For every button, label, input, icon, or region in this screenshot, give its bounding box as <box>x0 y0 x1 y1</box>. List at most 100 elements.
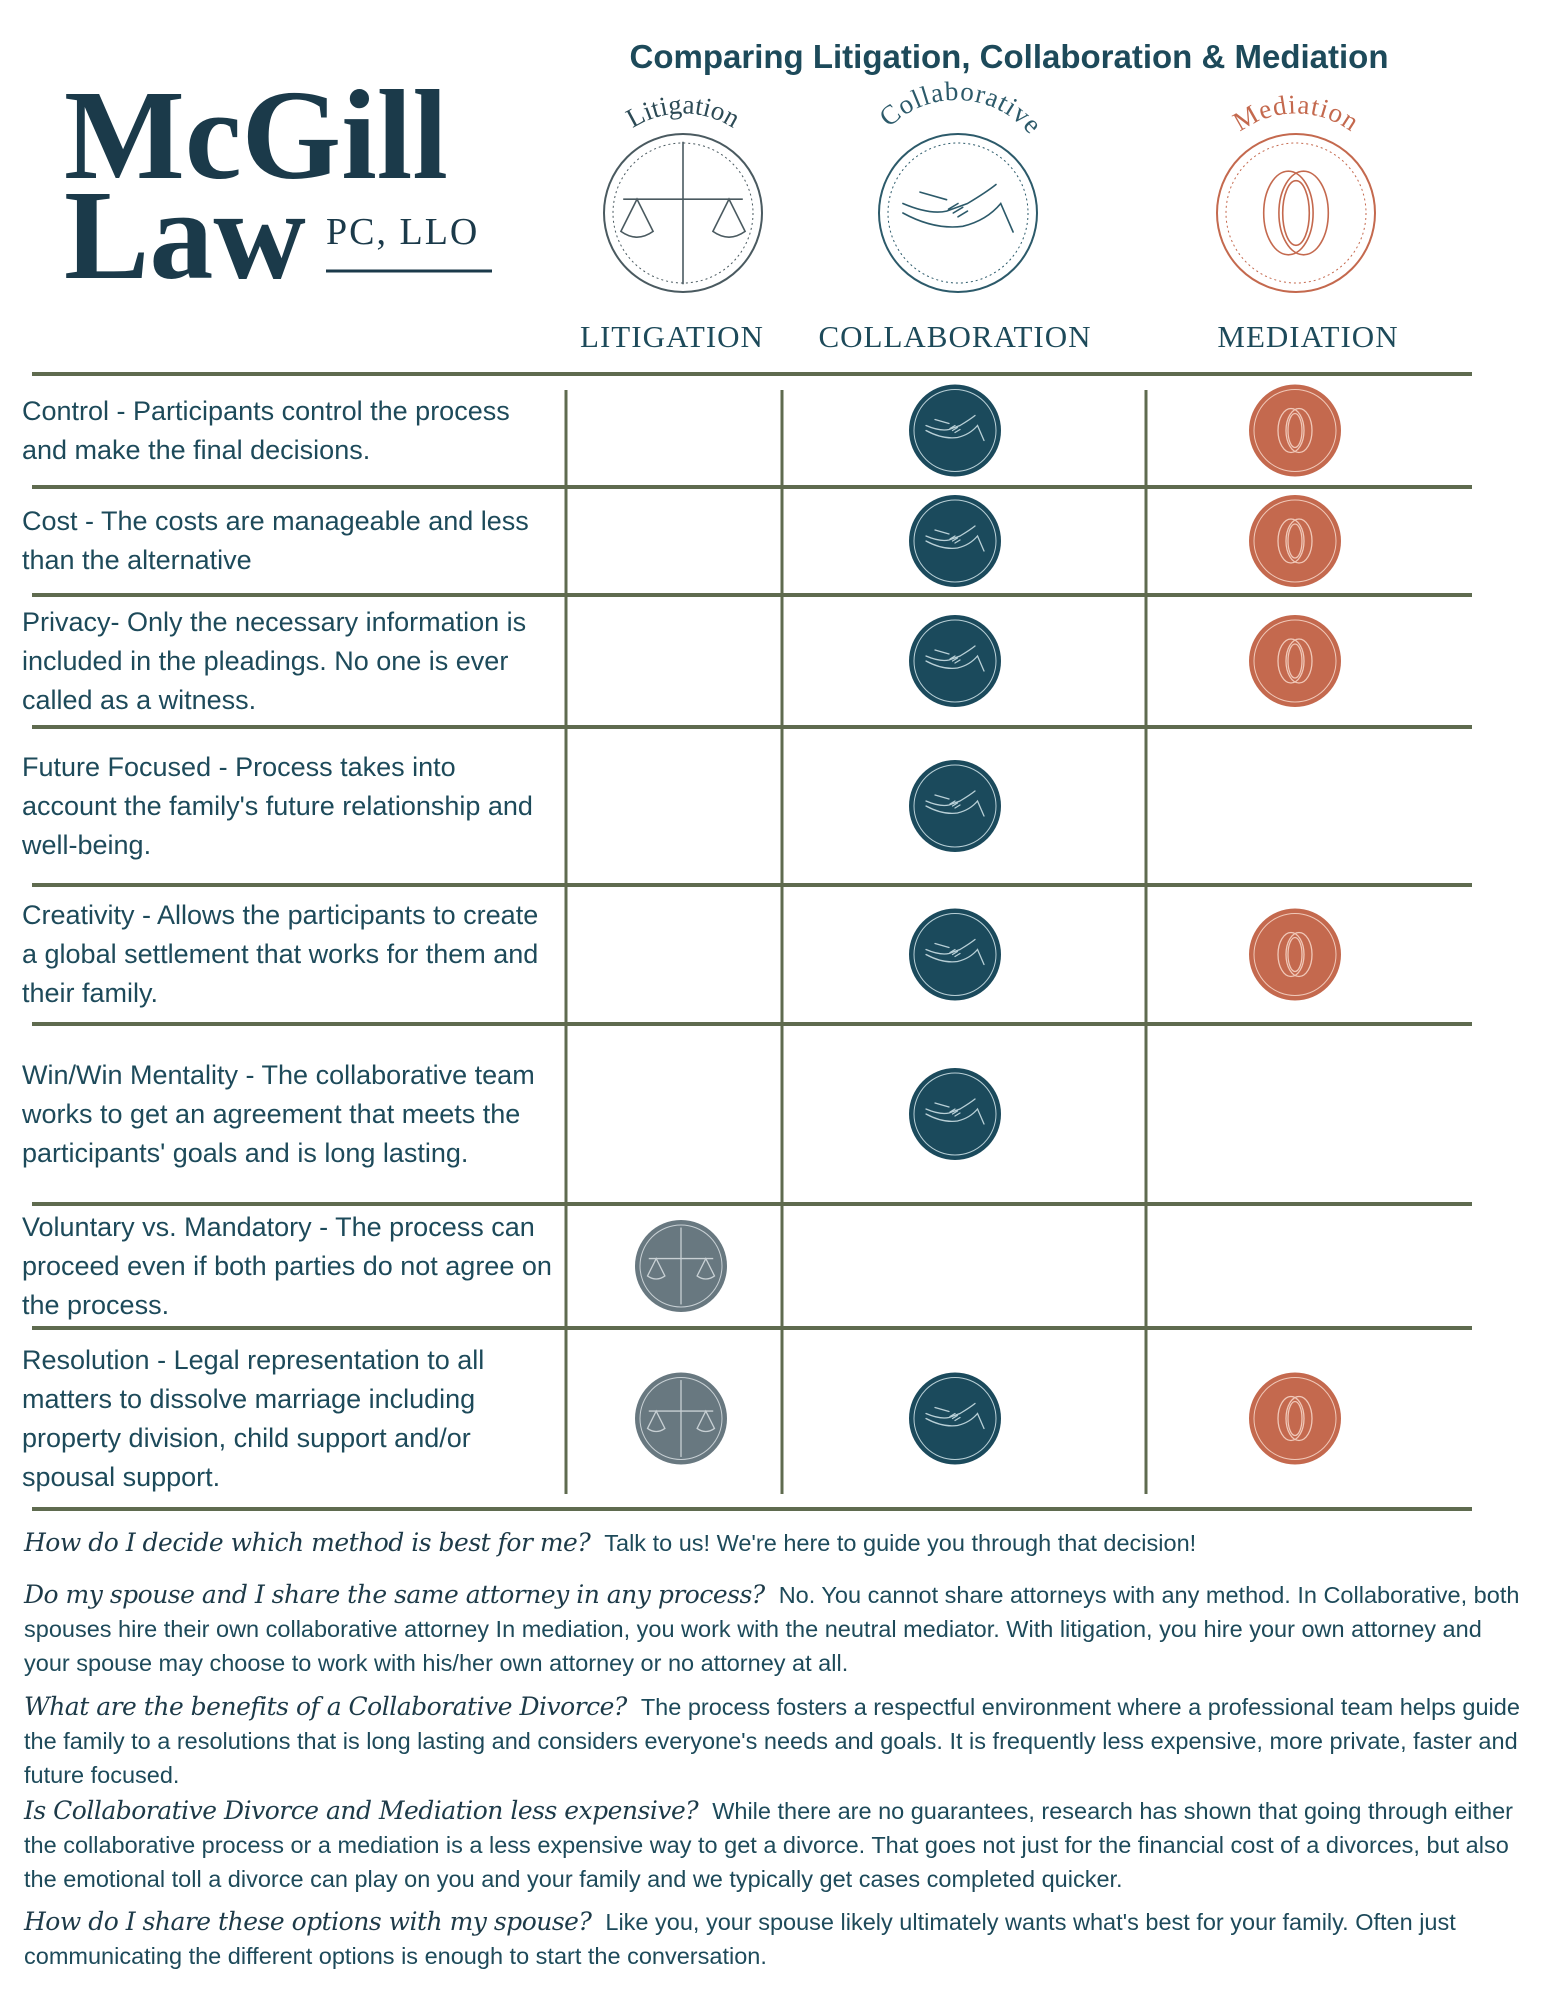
icon-ring <box>913 913 997 996</box>
icon-disc <box>909 1068 1001 1160</box>
hand <box>925 1402 985 1430</box>
logo-ring <box>1216 133 1376 293</box>
hand <box>925 645 985 672</box>
logo-ring-inner <box>1225 142 1367 284</box>
icon-disc <box>909 908 1001 1001</box>
icon-disc <box>1249 384 1341 477</box>
brand-line2: Law <box>64 164 306 306</box>
logo-ring-inner <box>612 142 754 284</box>
column-header: MEDIATION <box>1217 319 1398 354</box>
hand <box>925 525 985 552</box>
faq-question: Do my spouse and I share the same attorn… <box>24 1580 765 1609</box>
ring <box>1277 1395 1305 1442</box>
column-header: LITIGATION <box>580 319 764 354</box>
scale-pan <box>619 197 655 238</box>
check-icon <box>1249 908 1341 1001</box>
scale-pan <box>711 197 747 238</box>
check-icon <box>1249 495 1341 587</box>
logo <box>603 133 763 293</box>
icon-ring <box>1253 389 1337 472</box>
check-icon <box>1249 1372 1341 1465</box>
icon-ring <box>1253 619 1337 703</box>
ring <box>1285 638 1313 684</box>
row-label: Win/Win Mentality - The collaborative te… <box>22 1059 535 1168</box>
ring <box>1277 931 1305 978</box>
icon-ring <box>639 1377 723 1460</box>
ring <box>1278 170 1330 256</box>
row-label: Cost - The costs are manageable and less… <box>22 506 529 575</box>
hand <box>925 790 985 817</box>
ring <box>1287 936 1303 973</box>
row-label: Creativity - Allows the participants to … <box>22 900 539 1008</box>
faq-answer: While there are no guarantees, research … <box>24 1798 1513 1892</box>
faq-item: Do my spouse and I share the same attorn… <box>24 1578 1524 1680</box>
faq-answer: No. You cannot share attorneys with any … <box>24 1582 1520 1676</box>
logo-label: Mediation <box>1228 89 1364 137</box>
ring <box>1285 518 1313 564</box>
ring <box>1287 643 1303 679</box>
icon-disc <box>1249 908 1341 1001</box>
icon-disc <box>909 615 1001 707</box>
ring <box>1287 1400 1303 1437</box>
check-icon <box>909 1068 1001 1160</box>
scale-pan <box>696 1409 716 1433</box>
ring <box>1277 518 1305 564</box>
ring <box>1287 412 1303 449</box>
icon-ring <box>913 619 997 703</box>
brand: McGill <box>64 64 448 206</box>
check-icon <box>909 615 1001 707</box>
icon-disc <box>909 760 1001 852</box>
logo-label: Mediation <box>1228 89 1365 137</box>
row-label: Privacy- Only the necessary information … <box>22 606 527 715</box>
logo-label: Litigation <box>621 89 745 133</box>
icon-ring <box>1253 913 1337 996</box>
logo-ring <box>878 133 1038 293</box>
hand <box>925 414 985 442</box>
check-icon <box>1249 384 1341 477</box>
column-header: COLLABORATION <box>818 319 1091 354</box>
check-icon <box>909 384 1001 477</box>
icon-ring <box>913 389 997 472</box>
faq-item: What are the benefits of a Collaborative… <box>24 1690 1524 1792</box>
logo-ring <box>603 133 763 293</box>
ring <box>1285 931 1313 978</box>
hand <box>925 1098 985 1125</box>
icon-ring <box>639 1224 723 1308</box>
faq-question: What are the benefits of a Collaborative… <box>24 1692 627 1721</box>
check-icon <box>909 908 1001 1001</box>
icon-disc <box>1249 615 1341 707</box>
logo-label: Collaborative <box>873 76 1048 140</box>
row-label: Voluntary vs. Mandatory - The process ca… <box>22 1211 552 1320</box>
check-icon <box>635 1372 727 1465</box>
scale-pan <box>696 1257 716 1280</box>
logo-label: Collaborative <box>873 76 1047 140</box>
hand <box>925 938 985 966</box>
logo-ring-inner <box>887 142 1029 284</box>
scale-pan <box>646 1409 666 1433</box>
faq-question: How do I share these options with my spo… <box>24 1907 592 1936</box>
icon-ring <box>1253 499 1337 583</box>
row-label: Resolution - Legal representation to all… <box>22 1344 485 1492</box>
icon-ring <box>913 1377 997 1460</box>
check-icon <box>909 495 1001 587</box>
icon-ring <box>913 764 997 848</box>
icon-disc <box>909 1372 1001 1465</box>
faq-answer: The process fosters a respectful environ… <box>24 1694 1520 1788</box>
ring <box>1277 407 1305 454</box>
icon-disc <box>1249 495 1341 587</box>
faq-question: Is Collaborative Divorce and Mediation l… <box>24 1796 699 1825</box>
logo-label: Litigation <box>621 89 745 133</box>
faq-item: How do I decide which method is best for… <box>24 1526 1524 1560</box>
ring <box>1281 179 1311 247</box>
check-icon <box>1249 615 1341 707</box>
brand-suffix: PC, LLO <box>326 211 479 253</box>
faq-answer: Talk to us! We're here to guide you thro… <box>604 1530 1197 1556</box>
ring <box>1277 638 1305 684</box>
faq-answer: Like you, your spouse likely ultimately … <box>24 1909 1456 1969</box>
scale-pan <box>646 1257 666 1280</box>
check-icon <box>635 1220 727 1312</box>
icon-disc <box>909 495 1001 587</box>
ring <box>1285 407 1313 454</box>
row-label: Control - Participants control the proce… <box>22 395 510 465</box>
